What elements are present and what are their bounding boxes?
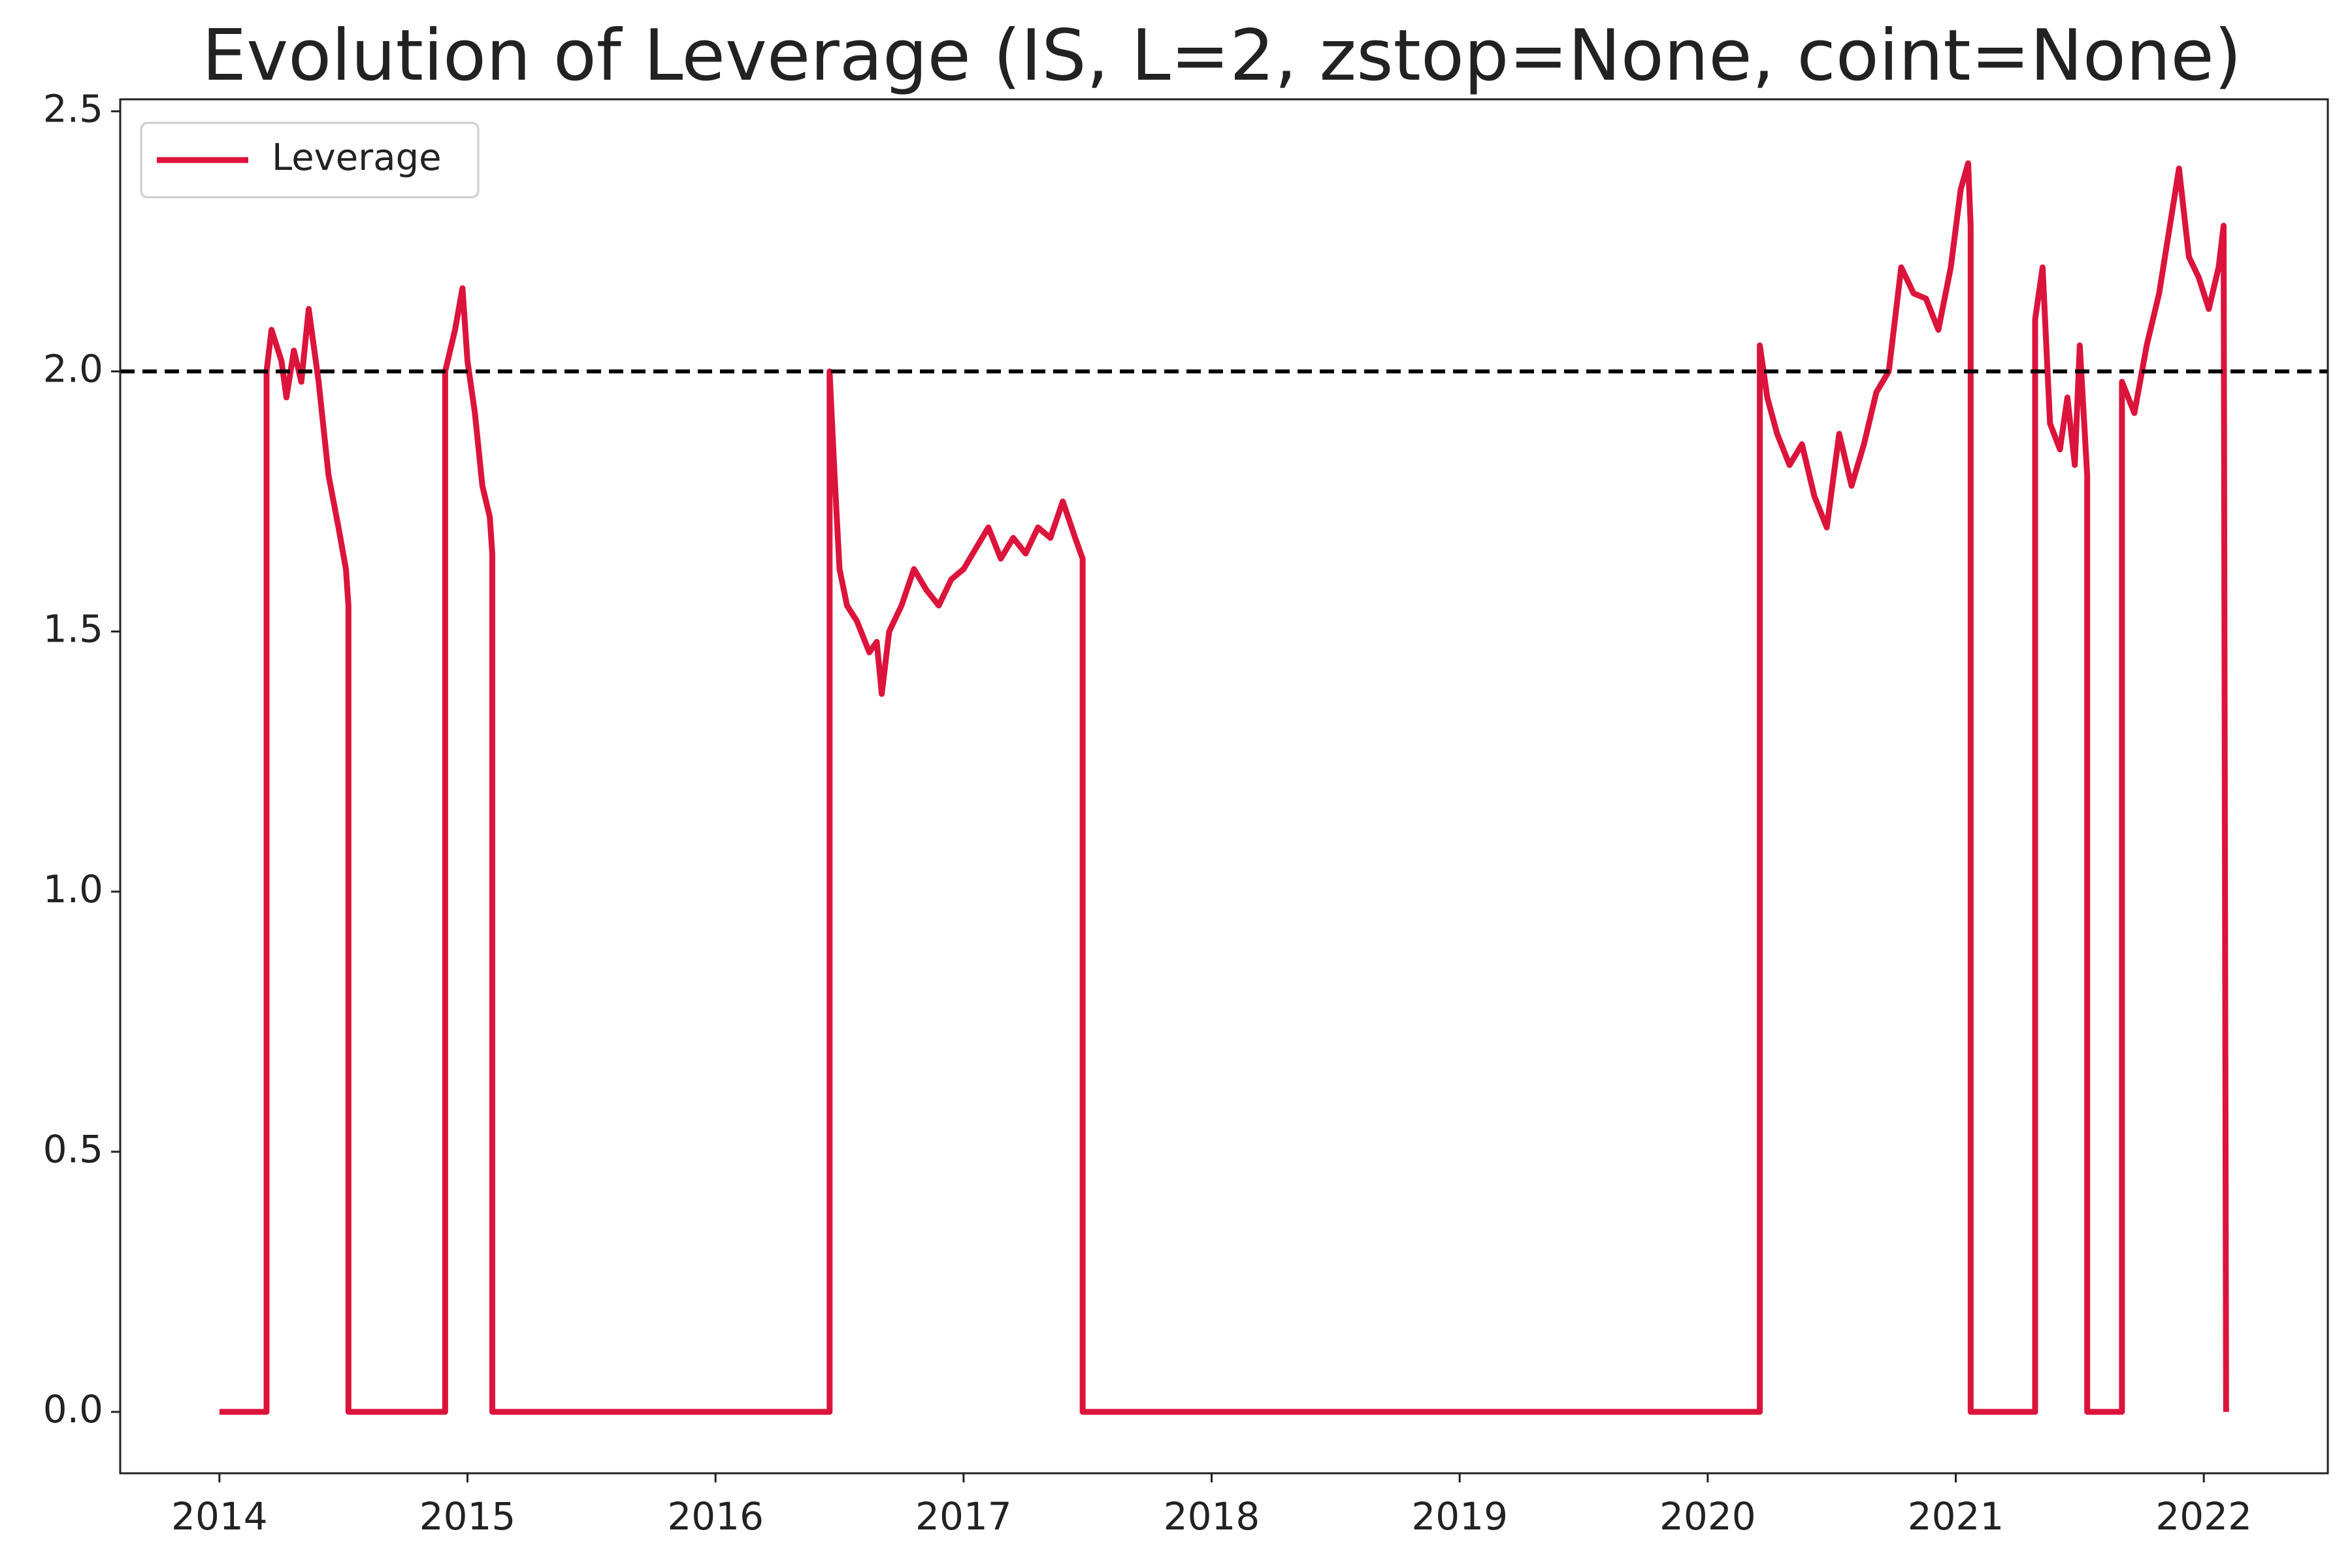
y-tick-label: 1.5 — [43, 607, 103, 651]
y-tick-label: 2.5 — [43, 86, 103, 131]
y-tick-label: 0.0 — [43, 1387, 103, 1431]
chart-title: Evolution of Leverage (IS, L=2, zstop=No… — [202, 15, 2242, 97]
x-tick-label: 2022 — [2155, 1494, 2252, 1539]
y-tick-label: 0.5 — [43, 1127, 103, 1171]
x-tick-label: 2019 — [1411, 1494, 1508, 1539]
x-tick-label: 2017 — [915, 1494, 1012, 1539]
x-tick-label: 2021 — [1908, 1494, 2004, 1539]
x-tick-label: 2020 — [1659, 1494, 1756, 1539]
legend-label: Leverage — [272, 137, 442, 179]
x-tick-label: 2018 — [1164, 1494, 1260, 1539]
plot-frame — [119, 98, 2329, 1475]
x-tick-label: 2014 — [171, 1494, 268, 1539]
y-tick-label: 1.0 — [43, 867, 103, 911]
x-tick-label: 2016 — [667, 1494, 764, 1539]
x-tick-label: 2015 — [419, 1494, 516, 1539]
legend-box — [140, 122, 480, 199]
y-tick-label: 2.0 — [43, 347, 103, 391]
